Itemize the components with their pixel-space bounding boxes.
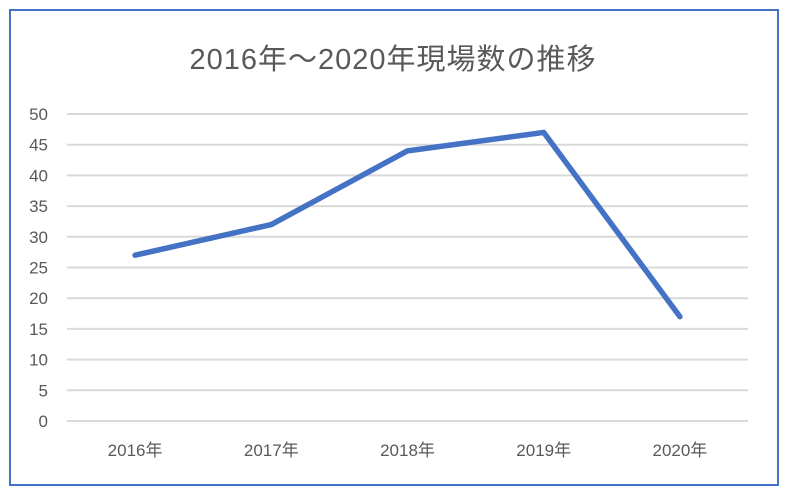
chart-title: 2016年～2020年現場数の推移: [189, 44, 597, 76]
x-axis-tick-label: 2018年: [380, 441, 435, 460]
y-axis-tick-label: 5: [39, 381, 48, 400]
x-axis-tick-label: 2017年: [244, 441, 299, 460]
y-axis-tick-label: 35: [29, 197, 48, 216]
x-axis-tick-label: 2019年: [516, 441, 571, 460]
data-series-line: [132, 129, 683, 320]
y-axis-tick-label: 15: [29, 320, 48, 339]
y-axis-tick-label: 10: [29, 351, 48, 370]
y-axis-tick-label: 25: [29, 259, 48, 278]
chart-border: [9, 9, 779, 486]
y-axis-tick-label: 45: [29, 136, 48, 155]
x-axis-tick-label: 2016年: [108, 441, 163, 460]
x-axis-tick-label: 2020年: [652, 441, 707, 460]
y-axis-tick-label: 20: [29, 289, 48, 308]
y-axis-tick-label: 40: [29, 166, 48, 185]
y-axis-tick-label: 50: [29, 105, 48, 124]
y-axis-tick-label: 0: [39, 412, 48, 431]
y-axis-tick-label: 30: [29, 228, 48, 247]
